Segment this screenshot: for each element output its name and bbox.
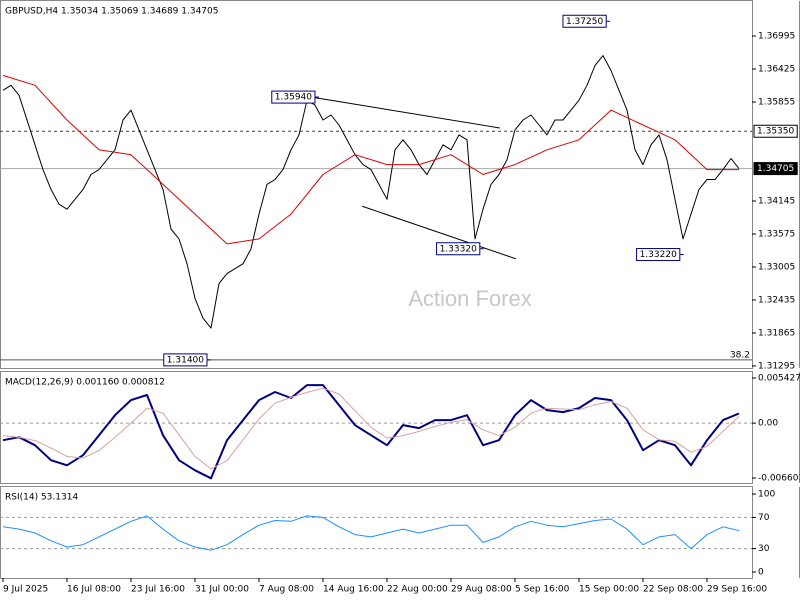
panel-title: RSI(14) 53.1314 — [5, 493, 78, 503]
x-tick-label: 14 Aug 16:00 — [323, 585, 384, 595]
y-tick-label: 0.00 — [758, 419, 778, 429]
y-tick-label: -0.006603 — [758, 474, 800, 484]
panel-title: GBPUSD,H4 1.35034 1.35069 1.34689 1.3470… — [5, 7, 218, 17]
label-box — [271, 90, 316, 104]
panel-title: MACD(12,26,9) 0.001160 0.000812 — [5, 378, 165, 388]
y-tick-label: 1.36995 — [758, 32, 795, 42]
x-tick-label: 9 Jul 2025 — [3, 585, 48, 595]
x-tick-label: 22 Sep 08:00 — [643, 585, 703, 595]
y-tick-label: 1.33575 — [758, 229, 795, 239]
label-box — [753, 124, 798, 138]
trendline — [311, 96, 500, 129]
series-line — [2, 384, 740, 480]
watermark: Action Forex — [408, 286, 532, 311]
y-tick-label: 1.31295 — [758, 361, 795, 371]
y-tick-label: 70 — [758, 513, 770, 523]
label-box — [436, 242, 481, 256]
x-tick-label: 29 Aug 08:00 — [451, 585, 512, 595]
x-tick-label: 7 Aug 08:00 — [259, 585, 314, 595]
label-text: 1.34705 — [757, 164, 794, 174]
label-text: 1.33220 — [640, 250, 677, 260]
x-tick-label: 31 Jul 00:00 — [195, 585, 249, 595]
panel-frame — [0, 371, 753, 484]
label-text: 1.33320 — [440, 244, 477, 254]
y-tick-label: 100 — [758, 490, 775, 500]
label-box — [753, 162, 798, 176]
y-tick-label: 1.31865 — [758, 328, 795, 338]
panel-frame — [0, 0, 753, 369]
y-tick-label: 0 — [758, 567, 764, 577]
label-box — [636, 248, 681, 262]
y-tick-label: 1.32435 — [758, 295, 795, 305]
y-tick-label: 0.005427 — [758, 374, 800, 384]
series-line — [2, 387, 740, 470]
series-line — [2, 74, 739, 245]
x-tick-label: 15 Sep 00:00 — [579, 585, 639, 595]
label-text: 1.31400 — [167, 355, 204, 365]
label-text: 1.35940 — [275, 93, 312, 103]
trendline — [362, 205, 516, 260]
x-tick-label: 29 Sep 16:00 — [707, 585, 767, 595]
series-line — [2, 515, 740, 551]
x-tick-label: 22 Aug 00:00 — [387, 585, 448, 595]
x-tick-label: 16 Jul 08:00 — [67, 585, 121, 595]
fib-label: 38.2 — [730, 350, 750, 360]
y-tick-label: 1.36425 — [758, 65, 795, 75]
series-line — [2, 55, 740, 329]
label-box — [562, 14, 607, 28]
panel-frame — [0, 486, 753, 579]
label-text: 1.37250 — [566, 17, 603, 27]
y-tick-label: 30 — [758, 544, 770, 554]
label-text: 1.35350 — [757, 127, 794, 137]
x-tick-label: 23 Jul 16:00 — [131, 585, 185, 595]
x-tick-label: 5 Sep 16:00 — [515, 585, 570, 595]
y-tick-label: 1.35855 — [758, 98, 795, 108]
label-box — [163, 353, 208, 367]
y-tick-label: 1.33005 — [758, 262, 795, 272]
y-tick-label: 1.34145 — [758, 196, 795, 206]
